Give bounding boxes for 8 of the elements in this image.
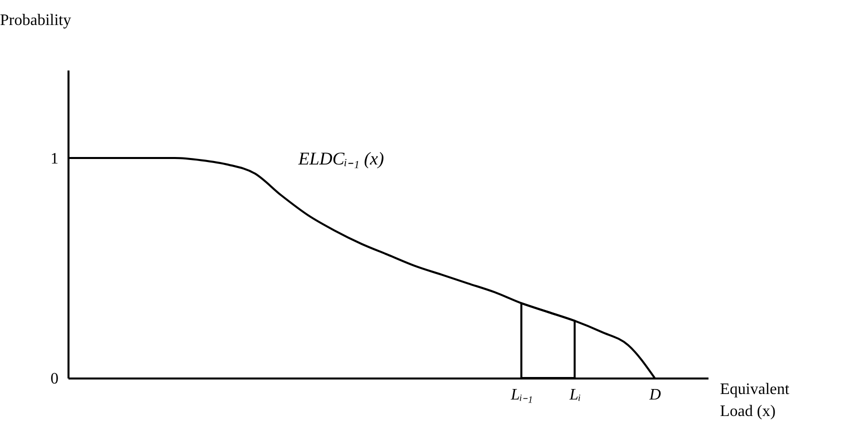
x-tick-label: D xyxy=(648,386,662,404)
y-axis-title: Probability xyxy=(0,12,72,29)
y-tick-label: 0 xyxy=(50,370,58,388)
x-tick-label: Lᵢ₋₁ xyxy=(510,386,533,404)
x-tick-label: Lᵢ xyxy=(568,386,581,404)
annotation: ELDCᵢ₋₁ (x) xyxy=(297,148,384,168)
y-tick-label: 1 xyxy=(50,150,58,168)
x-axis-title: Equivalent Load (x) xyxy=(720,381,790,420)
